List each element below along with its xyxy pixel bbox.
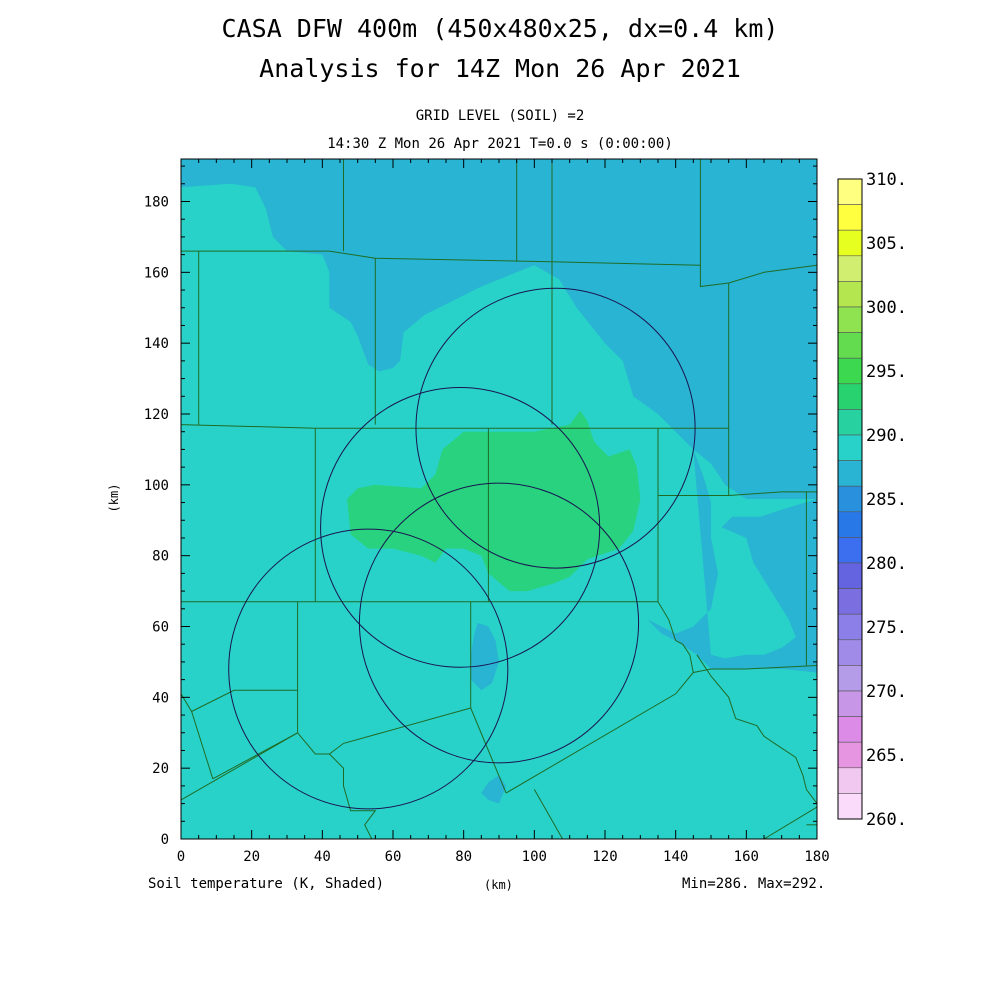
colorbar-swatch — [837, 306, 863, 333]
radar-range-rings — [228, 287, 696, 810]
county-line — [470, 707, 507, 794]
radar-ring — [320, 386, 601, 668]
x-tick-label: 0 — [177, 849, 185, 865]
colorbar-swatch — [837, 281, 863, 308]
county-line — [181, 424, 729, 429]
colorbar-swatch — [837, 716, 863, 743]
radar-ring — [228, 528, 509, 810]
y-tick-label: 100 — [144, 478, 169, 494]
colorbar-swatch — [837, 178, 863, 205]
colorbar-label: 270. — [866, 682, 907, 702]
county-line — [533, 789, 564, 839]
y-tick-label: 0 — [161, 832, 169, 848]
colorbar-label: 300. — [866, 298, 907, 318]
colorbar-swatch — [837, 357, 863, 385]
colorbar-label: 295. — [866, 362, 907, 382]
min-max-label: Min=286. Max=292. — [682, 876, 826, 892]
county-boundaries — [181, 159, 817, 839]
y-tick-label: 140 — [144, 336, 169, 352]
y-axis-label: (km) — [107, 484, 121, 513]
colorbar-label: 290. — [866, 426, 907, 446]
colorbar-swatch — [837, 793, 863, 820]
plot-title-line2: Analysis for 14Z Mon 26 Apr 2021 — [259, 54, 741, 83]
x-tick-label: 60 — [385, 849, 402, 865]
y-tick-label: 80 — [152, 549, 169, 565]
y-axis: 0 20 40 60 80 100 120 140 160 180 — [144, 165, 817, 848]
colorbar-swatch — [837, 332, 863, 359]
colorbar-swatch — [837, 537, 863, 564]
y-tick-label: 120 — [144, 407, 169, 423]
x-tick-label: 100 — [522, 849, 547, 865]
shaded-regions — [181, 159, 817, 804]
colorbar-swatch — [837, 204, 863, 231]
x-tick-label: 20 — [243, 849, 260, 865]
y-tick-label: 180 — [144, 195, 169, 211]
x-tick-label: 120 — [592, 849, 617, 865]
colorbar-swatch — [837, 562, 863, 589]
cool-spot-south — [481, 775, 507, 804]
x-tick-label: 140 — [663, 849, 688, 865]
colorbar-swatch — [837, 511, 863, 538]
y-tick-label: 40 — [152, 690, 169, 706]
plot-title-line1: CASA DFW 400m (450x480x25, dx=0.4 km) — [221, 14, 779, 43]
colorbar-swatch — [837, 741, 863, 769]
colorbar-label: 280. — [866, 554, 907, 574]
cool-zone-east — [647, 449, 817, 673]
colorbar-label: 260. — [866, 810, 907, 830]
county-line — [191, 689, 298, 712]
grid-level-label: GRID LEVEL (SOIL) =2 — [415, 108, 585, 124]
colorbar-swatch — [837, 485, 863, 513]
county-line — [658, 491, 817, 496]
radar-ring — [415, 287, 696, 569]
y-tick-label: 60 — [152, 620, 169, 636]
colorbar: 310. 305. 300. 295. 290. 285. 280. 275. 270. 265.… — [837, 170, 907, 830]
x-tick-label: 180 — [804, 849, 829, 865]
colorbar-swatch — [837, 690, 863, 717]
x-tick-label: 160 — [734, 849, 759, 865]
county-line — [696, 654, 817, 804]
colorbar-swatch — [837, 639, 863, 666]
colorbar-swatch — [837, 665, 863, 692]
valid-time-label: 14:30 Z Mon 26 Apr 2021 T=0.0 s (0:00:00… — [327, 136, 673, 152]
county-line — [181, 732, 298, 801]
colorbar-swatch — [837, 767, 863, 794]
warm-zone-center — [347, 410, 641, 592]
colorbar-label: 310. — [866, 170, 907, 190]
colorbar-frame — [837, 178, 863, 820]
colorbar-swatch — [837, 383, 863, 410]
colorbar-label: 285. — [866, 490, 907, 510]
colorbar-swatch — [837, 613, 863, 641]
county-line — [763, 806, 817, 839]
x-tick-label: 40 — [314, 849, 331, 865]
radar-ring — [358, 482, 640, 764]
colorbar-swatch — [837, 255, 863, 282]
cool-zone-north — [181, 159, 817, 499]
colorbar-label: 305. — [866, 234, 907, 254]
y-tick-label: 20 — [152, 761, 169, 777]
cool-spot-center — [470, 623, 499, 691]
colorbar-swatch — [837, 434, 863, 461]
y-tick-label: 160 — [144, 265, 169, 281]
plot-area — [180, 158, 818, 840]
x-axis: 0 20 40 60 80 100 120 140 160 180 — [177, 159, 830, 865]
x-tick-label: 80 — [455, 849, 472, 865]
county-line — [329, 753, 377, 839]
field-label: Soil temperature (K, Shaded) — [148, 876, 385, 892]
colorbar-swatch — [837, 409, 863, 436]
colorbar-swatch — [837, 460, 863, 487]
county-line — [657, 601, 817, 674]
county-line — [505, 672, 694, 794]
colorbar-label: 275. — [866, 618, 907, 638]
colorbar-swatch — [837, 229, 863, 257]
colorbar-swatch — [837, 588, 863, 615]
colorbar-label: 265. — [866, 746, 907, 766]
x-axis-label: (km) — [484, 878, 513, 892]
